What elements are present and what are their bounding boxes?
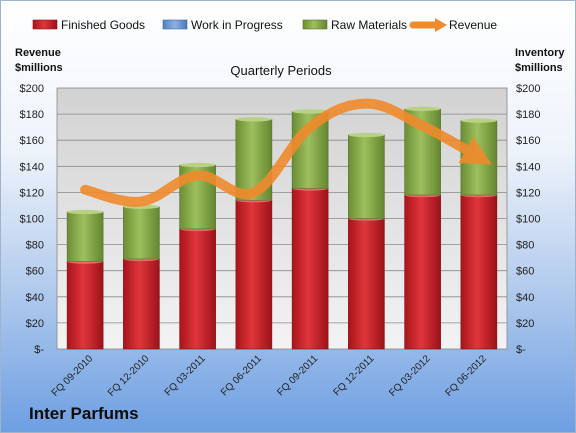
x-tick-label: FQ 09-2010: [50, 353, 96, 399]
right-tick-label: $160: [516, 135, 540, 147]
right-tick-label: $-: [516, 344, 526, 356]
right-tick-label: $80: [516, 240, 534, 252]
bar-finished-goods: [179, 228, 216, 350]
left-tick-label: $60: [26, 266, 44, 278]
right-tick-label: $180: [516, 109, 540, 121]
bar-raw-materials-top: [348, 132, 385, 138]
chart-title: Quarterly Periods: [230, 63, 332, 78]
bar-finished-goods: [348, 218, 385, 350]
legend-label: Work in Progress: [191, 18, 283, 32]
left-axis-title-line1: Revenue: [15, 47, 61, 59]
bar-finished-goods: [404, 194, 441, 350]
legend-swatch: [162, 19, 188, 30]
left-tick-label: $20: [26, 318, 44, 330]
right-tick-label: $20: [516, 318, 534, 330]
right-tick-label: $40: [516, 292, 534, 304]
left-axis-ticks: $- $20 $40 $60 $80 $100 $120 $140 $160 $180 $200: [20, 83, 45, 356]
left-tick-label: $200: [20, 83, 44, 95]
legend-label: Finished Goods: [61, 18, 145, 32]
bar-raw-materials-top: [179, 162, 216, 168]
bars: [66, 106, 498, 350]
bar-finished-goods: [460, 194, 498, 350]
left-tick-label: $140: [20, 161, 44, 173]
legend-label: Revenue: [449, 18, 497, 32]
right-tick-label: $120: [516, 187, 540, 199]
left-tick-label: $40: [26, 292, 44, 304]
bar-raw-materials: [348, 134, 385, 219]
x-tick-label: FQ 03-2012: [387, 353, 433, 399]
bar-raw-materials-top: [404, 106, 441, 112]
revenue-line-group: [80, 98, 492, 207]
legend: Finished Goods Work in Progress Raw Materi…: [32, 18, 497, 32]
left-tick-label: $80: [26, 240, 44, 252]
legend-swatch: [302, 19, 328, 30]
legend-label: Raw Materials: [331, 18, 407, 32]
x-tick-label: FQ 03-2011: [163, 353, 208, 398]
company-name: Inter Parfums: [29, 404, 139, 423]
bar-raw-materials-top: [292, 109, 329, 114]
right-axis-title-line1: Inventory: [515, 47, 565, 59]
right-tick-label: $200: [516, 83, 540, 95]
bar-finished-goods: [291, 188, 329, 350]
left-tick-label: $100: [20, 214, 44, 226]
x-tick-label: FQ 12-2011: [332, 353, 377, 398]
x-tick-label: FQ 12-2010: [106, 353, 152, 399]
bar-raw-materials-top: [67, 209, 104, 215]
bar-raw-materials-top: [460, 118, 497, 123]
legend-swatch: [32, 19, 58, 30]
legend-arrow: [435, 18, 447, 32]
left-tick-label: $180: [20, 109, 44, 121]
right-tick-label: $140: [516, 161, 540, 173]
bar-raw-materials: [123, 206, 160, 260]
bar-raw-materials: [66, 211, 104, 262]
left-axis-title-line2: $millions: [15, 62, 63, 74]
right-tick-label: $60: [516, 266, 534, 278]
left-tick-label: $-: [34, 344, 44, 356]
right-axis-ticks: $- $20 $40 $60 $80 $100 $120 $140 $160 $180 $200: [516, 83, 540, 356]
right-tick-label: $100: [516, 214, 540, 226]
left-tick-label: $160: [20, 135, 44, 147]
bar-finished-goods: [66, 261, 104, 350]
x-axis-ticks: FQ 09-2010 FQ 12-2010 FQ 03-2011 FQ 06-2011…: [50, 353, 490, 399]
x-tick-label: FQ 06-2011: [219, 353, 264, 398]
bar-raw-materials-top: [235, 117, 272, 122]
left-tick-label: $120: [20, 187, 44, 199]
bar-finished-goods: [235, 199, 273, 350]
revenue-line: [80, 98, 492, 207]
bar-finished-goods: [123, 258, 160, 350]
x-tick-label: FQ 09-2011: [275, 353, 320, 398]
x-tick-label: FQ 06-2012: [443, 353, 489, 399]
right-axis-title-line2: $millions: [515, 62, 563, 74]
